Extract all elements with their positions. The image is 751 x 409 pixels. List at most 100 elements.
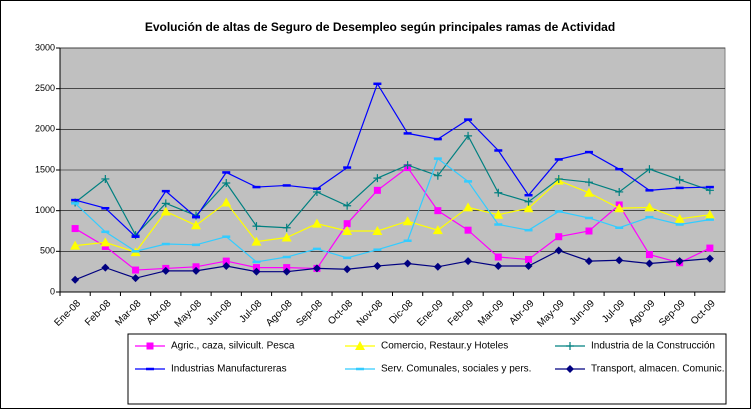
data-point <box>674 213 685 223</box>
y-tick-label: 500 <box>40 246 55 256</box>
data-point <box>523 203 534 213</box>
data-point <box>434 207 442 215</box>
data-point <box>555 233 563 241</box>
data-point <box>192 266 201 275</box>
legend-marker <box>146 342 154 350</box>
data-point <box>312 264 321 273</box>
data-point <box>251 236 262 246</box>
data-point <box>493 209 504 219</box>
data-point <box>101 263 110 272</box>
data-point <box>191 220 202 230</box>
legend-label: Industria de la Construcción <box>591 341 715 352</box>
data-point <box>252 264 260 272</box>
data-point <box>675 175 684 184</box>
legend-label: Agric., caza, silvicult. Pesca <box>171 341 295 352</box>
series-line <box>74 166 711 271</box>
y-tick-label: 1500 <box>35 164 55 174</box>
legend <box>127 333 727 405</box>
data-point <box>343 265 352 274</box>
legend-marker <box>355 341 365 350</box>
data-point <box>403 259 412 268</box>
data-point <box>222 261 231 270</box>
data-point <box>585 227 593 235</box>
data-point <box>494 253 502 261</box>
y-tick-label: 2000 <box>35 124 55 134</box>
data-point <box>524 197 533 206</box>
legend-label: Industrias Manufactureras <box>171 364 287 375</box>
legend-label: Serv. Comunales, sociales y pers. <box>381 364 531 375</box>
data-point <box>283 264 291 272</box>
data-point <box>433 171 442 180</box>
data-point <box>252 222 261 231</box>
data-point <box>343 201 352 210</box>
data-point <box>192 263 200 271</box>
data-point <box>252 267 261 276</box>
y-tick-label: 2500 <box>35 83 55 93</box>
data-point <box>463 202 474 212</box>
data-point <box>584 257 593 266</box>
data-point <box>311 218 322 228</box>
data-point <box>343 220 351 228</box>
data-point <box>432 225 443 235</box>
data-point <box>70 240 81 250</box>
data-point <box>132 266 140 274</box>
series-line <box>74 157 710 263</box>
legend-label: Comercio, Restaur.y Hoteles <box>381 341 508 352</box>
data-point <box>583 187 594 197</box>
data-point <box>615 187 624 196</box>
data-point <box>614 203 625 213</box>
series-line <box>74 134 711 237</box>
legend-marker <box>566 365 574 373</box>
data-point <box>221 197 232 207</box>
data-point <box>644 202 655 212</box>
data-point <box>464 257 473 266</box>
data-point <box>372 226 383 235</box>
data-point <box>281 232 292 242</box>
data-point <box>282 223 291 232</box>
data-point <box>645 251 653 259</box>
data-point <box>464 131 473 140</box>
legend-label: Transport, almacen. Comunic. <box>591 364 725 375</box>
data-point <box>525 255 533 263</box>
data-point <box>706 244 714 252</box>
data-point <box>101 242 109 250</box>
data-point <box>704 209 715 219</box>
data-point <box>101 174 110 183</box>
data-point <box>645 165 654 174</box>
data-point <box>222 179 231 188</box>
series-line <box>74 249 710 281</box>
data-point <box>402 216 413 226</box>
chart-title: Evolución de altas de Seguro de Desemple… <box>145 20 615 34</box>
legend-marker <box>566 342 574 350</box>
data-point <box>373 174 382 183</box>
data-point <box>615 256 624 265</box>
series-line <box>75 179 710 253</box>
data-point <box>584 178 593 187</box>
data-point <box>161 266 170 275</box>
data-point <box>131 274 140 283</box>
data-point <box>100 237 111 247</box>
data-point <box>464 226 472 234</box>
data-point <box>403 161 412 170</box>
data-point <box>494 261 503 270</box>
data-point <box>675 257 684 266</box>
data-point <box>494 188 503 197</box>
data-point <box>282 267 291 276</box>
y-tick-label: 3000 <box>35 42 55 52</box>
data-point <box>71 225 79 233</box>
data-point <box>433 262 442 271</box>
data-point <box>161 199 170 208</box>
data-point <box>342 226 353 235</box>
data-point <box>160 206 171 216</box>
data-point <box>645 259 654 268</box>
data-point <box>373 186 381 194</box>
data-point <box>71 275 80 284</box>
data-point <box>222 257 230 265</box>
series-line <box>74 82 710 238</box>
data-point <box>524 261 533 270</box>
y-tick-label: 1000 <box>35 205 55 215</box>
data-point <box>705 254 714 263</box>
data-point <box>373 261 382 270</box>
data-point <box>554 174 563 183</box>
